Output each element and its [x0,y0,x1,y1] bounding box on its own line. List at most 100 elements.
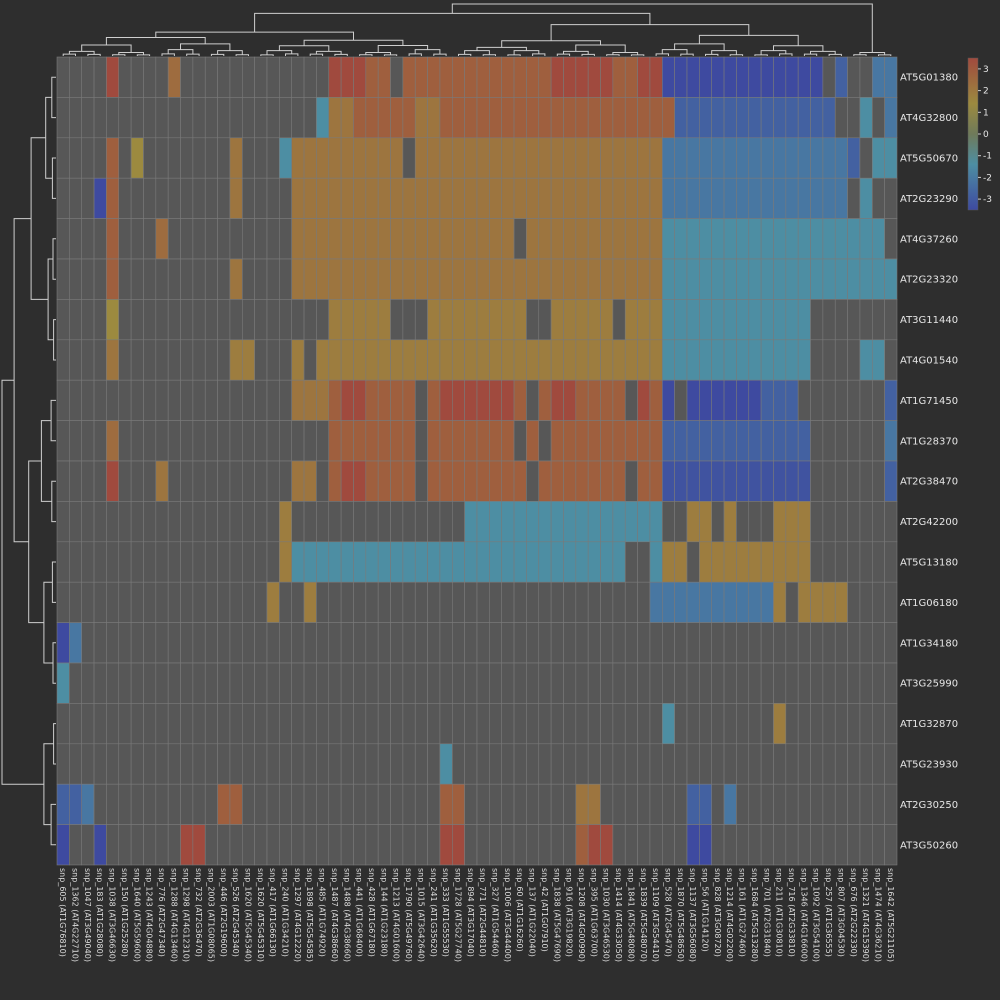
dendrogram-branch [303,39,404,46]
heatmap-cell [451,622,465,664]
heatmap-cell [501,56,515,98]
heatmap-cell [649,783,663,825]
heatmap-cell [217,501,231,543]
heatmap-cell [279,662,293,704]
heatmap-cell [303,824,317,866]
heatmap-cell [773,97,787,139]
heatmap-cell [340,743,354,785]
heatmap-cell [427,541,441,583]
heatmap-cell [563,379,577,421]
heatmap-cell [513,177,527,219]
heatmap-cell [106,703,120,745]
heatmap-cell [279,501,293,543]
heatmap-cell [785,339,799,381]
heatmap-cell [167,460,181,502]
heatmap-cell [550,299,564,341]
heatmap-cell [266,56,280,98]
heatmap-cell [785,783,799,825]
heatmap-cell [81,420,95,462]
heatmap-cell [353,783,367,825]
heatmap-cell [414,420,428,462]
column-label: snp_161 (AT1G27460) [738,868,747,957]
heatmap-cell [550,703,564,745]
heatmap-cell [56,258,70,300]
heatmap-cell [884,743,898,785]
column-label: snp_716 (AT2G33810) [787,868,796,957]
heatmap-cell [69,420,82,462]
heatmap-cell [155,218,169,260]
heatmap-cell [155,501,169,543]
heatmap-cell [81,703,95,745]
heatmap-cell [600,420,614,462]
heatmap-cell [884,703,898,745]
heatmap-cell [81,97,95,139]
heatmap-cell [143,824,157,866]
heatmap-cell [859,97,873,139]
column-label: snp_417 (AT1G66130) [268,868,277,957]
heatmap-cell [476,420,490,462]
heatmap-cell [513,137,527,179]
heatmap-cell [427,339,441,381]
heatmap-cell [180,339,194,381]
heatmap-cell [785,703,799,745]
heatmap-cell [192,703,206,745]
heatmap-cell [884,137,898,179]
heatmap-cell [760,541,774,583]
dendrogram-branch [43,743,54,826]
heatmap-cell [291,420,305,462]
heatmap-cell [118,541,132,583]
heatmap-cell [489,299,503,341]
heatmap-cells [56,56,898,866]
heatmap-cell [834,97,848,139]
heatmap-cell [291,137,305,179]
heatmap-cell [316,177,330,219]
heatmap-cell [192,56,206,98]
heatmap-cell [464,783,478,825]
heatmap-cell [600,379,614,421]
heatmap-cell [624,501,638,543]
heatmap-cell [723,420,737,462]
column-label: snp_732 (AT2G36470) [194,868,203,957]
heatmap-cell [217,662,231,704]
heatmap-cell [390,622,404,664]
heatmap-cell [550,743,564,785]
heatmap-cell [340,56,354,98]
column-label: snp_1346 (AT4G16600) [799,868,808,962]
heatmap-cell [192,460,206,502]
heatmap-cell [489,743,503,785]
heatmap-cell [279,783,293,825]
dendrogram-branch [50,803,56,846]
heatmap-cell [291,460,305,502]
heatmap-cell [600,541,614,583]
heatmap-cell [464,218,478,260]
colorbar-tick-label: 2 [983,87,989,97]
heatmap-cell [254,622,268,664]
heatmap-cell [847,339,861,381]
column-label: snp_137 (AT1G22040) [528,868,537,957]
column-label: snp_1213 (AT4G01600) [392,868,401,962]
heatmap-cell [797,703,811,745]
heatmap-cell [550,258,564,300]
heatmap-cell [834,783,848,825]
heatmap-cell [859,581,873,623]
heatmap-cell [217,97,231,139]
heatmap-cell [723,379,737,421]
heatmap-cell [661,460,675,502]
heatmap-cell [723,783,737,825]
heatmap-cell [637,541,651,583]
heatmap-cell [834,137,848,179]
heatmap-cell [538,56,552,98]
column-label: snp_528 (AT2G45470) [664,868,673,957]
heatmap-cell [291,339,305,381]
heatmap-cell [229,581,243,623]
heatmap-cell [600,218,614,260]
heatmap-cell [686,783,700,825]
heatmap-cell [377,783,391,825]
heatmap-cell [649,97,663,139]
heatmap-cell [155,703,169,745]
heatmap-cell [390,218,404,260]
heatmap-cell [538,137,552,179]
heatmap-cell [785,218,799,260]
heatmap-cell [822,460,836,502]
heatmap-cell [266,662,280,704]
